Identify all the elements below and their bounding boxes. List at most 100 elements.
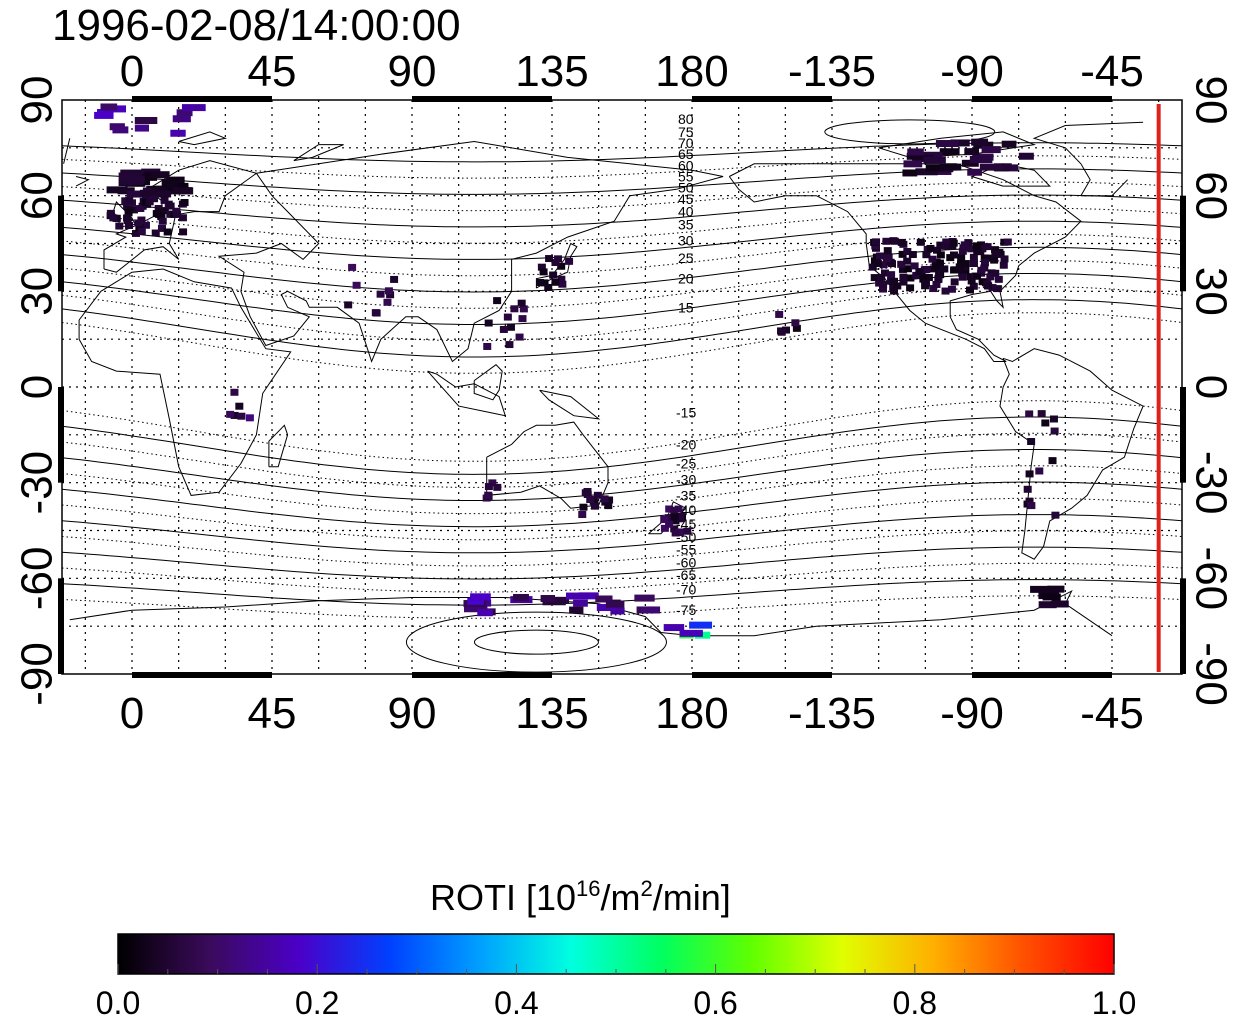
frame-bar-bottom [412, 672, 552, 678]
y-tick-left-label: 60 [12, 171, 61, 220]
roti-point [507, 324, 515, 331]
frame-bar-right [1180, 578, 1186, 674]
roti-point [601, 495, 609, 502]
roti-point [883, 255, 891, 262]
roti-point [887, 271, 895, 278]
roti-point [899, 274, 907, 281]
x-tick-top-label: -135 [788, 47, 876, 96]
roti-point [922, 266, 930, 273]
roti-point [877, 274, 885, 281]
roti-point [112, 126, 128, 133]
roti-point [950, 240, 958, 247]
roti-point [940, 148, 960, 155]
y-tick-left-label: 30 [12, 267, 61, 316]
roti-point [1019, 153, 1034, 160]
roti-point [569, 607, 583, 614]
roti-point [172, 187, 193, 194]
roti-point [493, 297, 501, 304]
roti-point [775, 311, 783, 318]
colorbar-title-suffix: /min] [653, 877, 731, 918]
colorbar-title-sup2: 2 [641, 876, 653, 901]
roti-point [970, 156, 993, 163]
roti-point [136, 205, 144, 212]
roti-point [167, 203, 175, 210]
roti-point [966, 287, 974, 294]
roti-point [159, 218, 167, 225]
roti-point [586, 496, 594, 503]
colorbar-tick-label: 0.6 [693, 985, 737, 1021]
roti-point [961, 241, 969, 248]
roti-point [970, 260, 978, 267]
roti-point [493, 484, 501, 491]
roti-point [902, 169, 917, 176]
roti-point [683, 528, 691, 535]
roti-point [1035, 467, 1043, 474]
frame-bar-bottom [692, 672, 832, 678]
x-tick-bottom-label: 180 [655, 689, 728, 738]
roti-point [483, 343, 491, 350]
roti-point [937, 251, 945, 258]
roti-point [566, 593, 588, 600]
roti-point [940, 164, 962, 171]
roti-point [134, 219, 142, 226]
roti-point [554, 255, 562, 262]
roti-point [689, 622, 712, 629]
colorbar-tick-label: 0.0 [96, 985, 140, 1021]
roti-point [670, 507, 678, 514]
y-tick-left-label: -30 [12, 451, 61, 515]
y-tick-left-label: -60 [12, 547, 61, 611]
roti-point [541, 595, 555, 602]
roti-point [484, 492, 492, 499]
x-tick-bottom-label: -45 [1080, 689, 1144, 738]
roti-point [164, 228, 172, 235]
colorbar-tick-labels: 0.0 0.2 0.4 0.6 0.8 1.0 [96, 985, 1136, 1021]
roti-point [173, 115, 191, 122]
colorbar: ROTI [1016/m2/min] 0.0 0.2 0.4 0.6 0.8 1.0 [96, 876, 1136, 1021]
roti-point [680, 630, 703, 637]
roti-point [390, 276, 398, 283]
colorbar-gradient [118, 934, 1114, 974]
roti-point [1041, 419, 1049, 426]
colorbar-title-mid: /m [601, 877, 641, 918]
roti-point [135, 125, 149, 132]
roti-point [344, 301, 352, 308]
roti-point [179, 228, 187, 235]
roti-point [950, 251, 958, 258]
x-tick-bottom-label: -90 [940, 689, 1004, 738]
roti-point [634, 595, 654, 602]
roti-point [584, 488, 592, 495]
roti-point [1039, 601, 1057, 608]
roti-point [903, 160, 922, 167]
roti-point [182, 104, 206, 111]
roti-point [991, 270, 999, 277]
y-axis-left-labels: 90 60 30 0 -30 -60 -90 [12, 76, 61, 706]
roti-point [565, 258, 573, 265]
x-tick-bottom-label: -135 [788, 689, 876, 738]
roti-point [125, 222, 133, 229]
frame-bar-bottom [132, 672, 272, 678]
frame-bar-right [1180, 387, 1186, 483]
roti-point [980, 164, 1003, 171]
roti-point [1001, 255, 1009, 262]
roti-point [1038, 410, 1046, 417]
roti-point [884, 247, 892, 254]
roti-point [941, 242, 949, 249]
roti-point [968, 277, 976, 284]
roti-point [922, 279, 930, 286]
roti-point [518, 300, 526, 307]
y-tick-right-label: 30 [1187, 267, 1236, 316]
roti-point [470, 593, 491, 600]
roti-point [123, 215, 131, 222]
roti-point [671, 513, 679, 520]
roti-point [1004, 239, 1012, 246]
roti-point [510, 305, 518, 312]
y-tick-left-label: 0 [12, 375, 61, 399]
roti-point [882, 238, 890, 245]
y-tick-right-label: 60 [1187, 171, 1236, 220]
roti-point [540, 268, 548, 275]
roti-point [519, 315, 527, 322]
frame-bar-top [972, 96, 1112, 102]
roti-point [932, 263, 940, 270]
roti-point [995, 276, 1003, 283]
